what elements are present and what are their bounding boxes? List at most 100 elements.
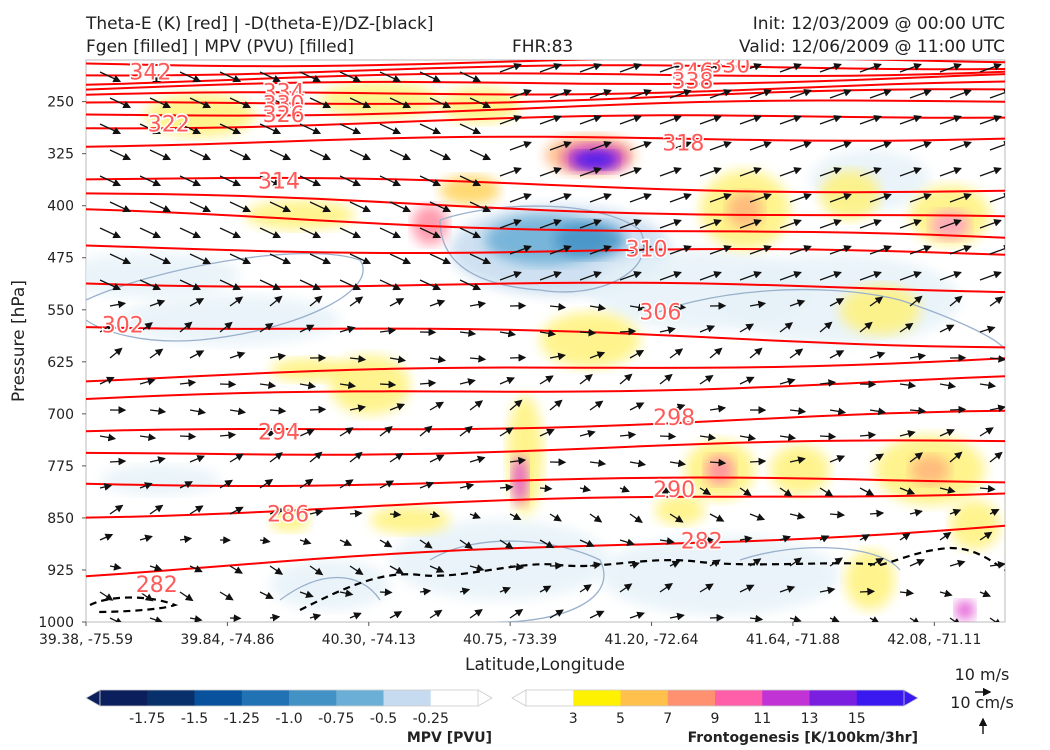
wind-vector <box>709 458 727 467</box>
wind-vector <box>829 557 843 567</box>
wind-vector <box>909 558 925 567</box>
colorbar-tick-label: -1.5 <box>181 711 208 727</box>
filled-contour-region <box>950 500 1000 550</box>
wind-vector <box>179 175 202 187</box>
wind-vector <box>189 298 205 307</box>
wind-vector <box>739 167 762 177</box>
wind-vector <box>579 539 595 547</box>
wind-vector <box>699 115 722 125</box>
wind-vector <box>229 407 247 416</box>
wind-vector <box>659 486 671 494</box>
wind-vector <box>219 479 233 489</box>
wind-vector <box>149 504 164 515</box>
wind-vector <box>629 402 645 411</box>
wind-vector <box>229 565 243 574</box>
wind-vector <box>309 253 332 265</box>
wind-vector <box>629 611 645 620</box>
wind-vector <box>539 375 554 385</box>
wind-vector <box>309 451 323 463</box>
wind-vector <box>99 376 115 385</box>
wind-vector <box>499 483 514 492</box>
wind-vector <box>109 347 123 359</box>
wind-vector <box>869 407 887 416</box>
wind-vector <box>269 406 287 415</box>
wind-vector <box>299 175 322 187</box>
colorbar-tick-label: -1.0 <box>275 711 302 727</box>
theta-e-contour-label: 318 <box>662 131 704 156</box>
wind-vector <box>549 609 564 619</box>
wind-vector <box>309 149 332 161</box>
wind-vector <box>149 97 172 109</box>
wind-vector <box>739 535 753 544</box>
wind-vector <box>299 381 317 390</box>
wind-vector <box>509 512 522 521</box>
wind-vector <box>669 193 692 203</box>
colorbar-extend-high <box>477 689 493 707</box>
filled-contour-region <box>573 151 617 169</box>
colorbar-frame <box>99 689 479 707</box>
theta-e-contour-labels: 342 3303463383343303263223183143103063022… <box>100 60 752 600</box>
wind-vector <box>229 351 246 359</box>
wind-vector <box>859 587 876 596</box>
wind-vector <box>259 227 282 239</box>
wind-vector <box>499 539 514 550</box>
wind-vector <box>749 245 772 255</box>
wind-vector <box>99 279 122 291</box>
wind-vector <box>229 506 244 515</box>
colorbar-segment <box>715 690 763 706</box>
wind-vector <box>309 565 324 576</box>
wind-vector <box>229 253 252 265</box>
wind-vector <box>309 508 324 517</box>
wind-vector <box>99 175 122 187</box>
wind-vector <box>699 374 714 385</box>
colorbar-extend-low <box>85 689 101 707</box>
theta-e-contour-label: 302 <box>102 314 144 339</box>
wind-vector <box>699 271 722 281</box>
wind-vector <box>869 558 884 567</box>
wind-vector <box>699 325 716 333</box>
wind-vector <box>189 149 212 161</box>
colorbar-segment <box>336 690 384 706</box>
wind-vector <box>949 508 962 517</box>
filled-contour-region <box>845 550 895 610</box>
wind-vector <box>389 149 412 161</box>
wind-vector <box>429 355 447 364</box>
wind-vector <box>419 175 442 187</box>
wind-vector <box>899 115 922 125</box>
wind-vector <box>299 537 312 546</box>
colorbar-extend-high <box>903 689 919 707</box>
wind-vector <box>459 175 482 187</box>
x-tick-label: 40.30, -74.13 <box>322 632 416 648</box>
wind-vector <box>629 89 652 99</box>
wind-vector <box>829 89 852 99</box>
wind-vector <box>589 561 602 570</box>
wind-vector <box>389 201 412 213</box>
wind-vector <box>869 296 884 307</box>
wind-vector <box>459 539 473 550</box>
wind-vector <box>339 538 353 546</box>
y-tick-label: 325 <box>47 147 74 163</box>
wind-vector <box>589 459 607 467</box>
wind-vector <box>829 245 852 255</box>
header-init-time: Init: 12/03/2009 @ 00:00 UTC <box>752 14 1005 34</box>
wind-vector <box>909 141 932 151</box>
wind-vector <box>749 558 762 567</box>
wind-vector <box>539 484 553 493</box>
wind-vector <box>339 479 354 489</box>
wind-vector <box>709 559 721 567</box>
wind-vector <box>179 123 202 135</box>
wind-vector <box>869 245 892 255</box>
colorbar-tick-label: 15 <box>848 711 866 727</box>
wind-vector <box>939 115 962 125</box>
wind-vector <box>939 219 962 229</box>
filled-contour-region <box>705 455 735 485</box>
wind-vector <box>219 123 242 135</box>
wind-vector <box>509 193 532 203</box>
wind-vector <box>379 71 402 83</box>
wind-vector <box>709 89 732 99</box>
wind-vector <box>109 300 127 309</box>
wind-vector <box>739 323 755 333</box>
wind-vector <box>259 175 282 187</box>
mpv-colorbar-label: MPV [PVU] <box>407 730 492 746</box>
wind-vector <box>899 532 911 541</box>
